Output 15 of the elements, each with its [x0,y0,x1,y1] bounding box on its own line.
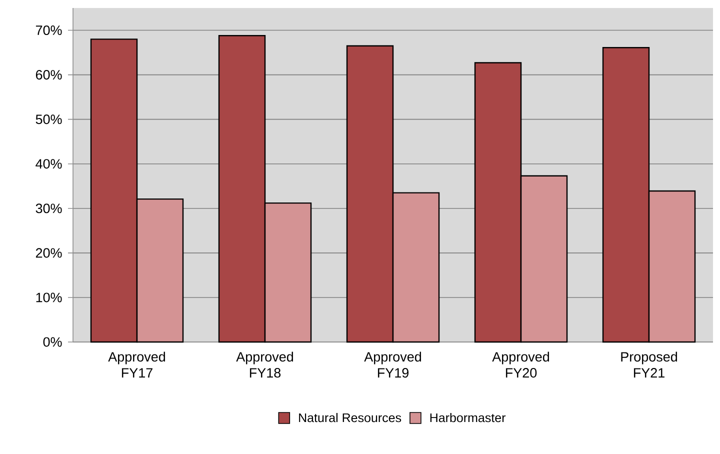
x-tick-label: Approved FY18 [236,352,294,378]
x-tick-label: Approved FY19 [364,352,422,378]
x-tick-label: Proposed FY21 [621,352,678,378]
y-tick-label: 10% [36,292,62,302]
y-tick-label: 50% [36,114,62,124]
legend-label: Harbormaster [430,412,506,422]
y-tick-label: 70% [36,25,62,36]
y-tick-label: 40% [36,159,62,169]
y-tick-label: 30% [36,204,62,214]
y-tick-label: 60% [36,70,62,80]
x-tick-label: Approved FY17 [108,352,166,378]
y-tick-label: 0% [43,337,62,347]
x-tick-label: Approved FY20 [492,352,550,378]
legend-label: Natural Resources [299,412,402,422]
y-tick-label: 20% [36,248,62,258]
